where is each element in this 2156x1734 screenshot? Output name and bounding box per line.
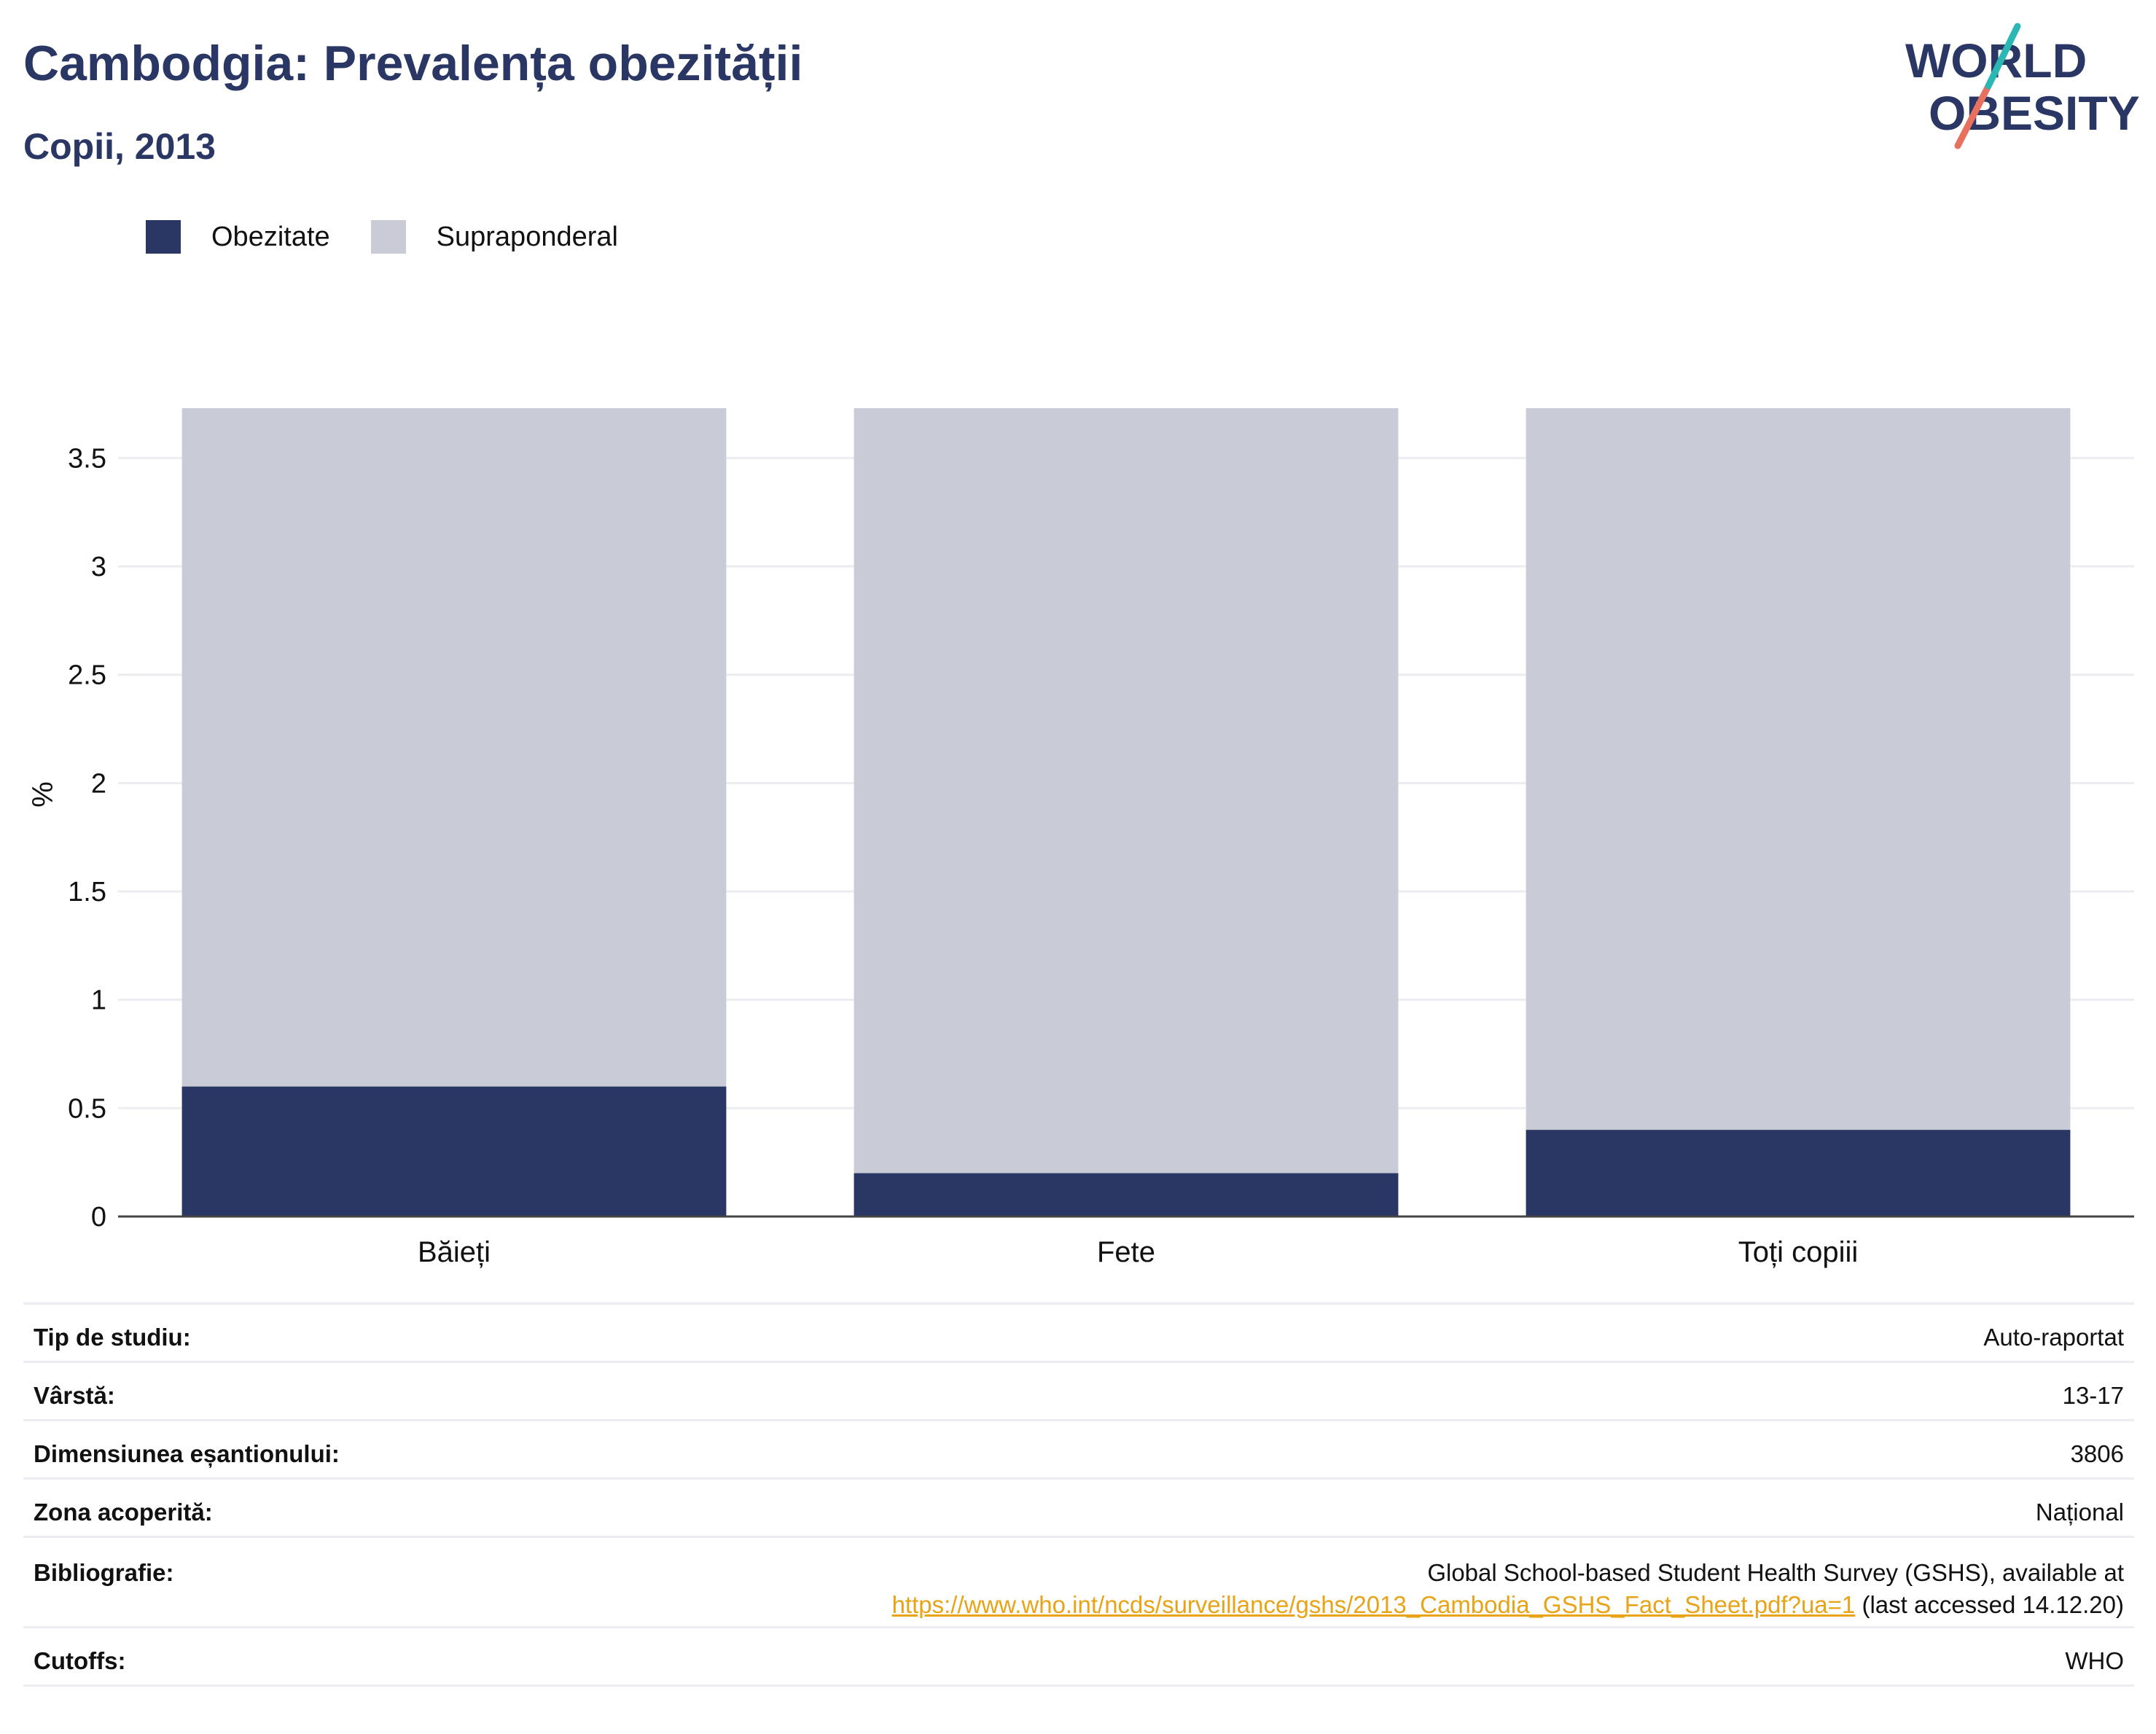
bar-supraponderal-2[interactable] <box>854 408 1399 1173</box>
bars <box>181 408 2071 1216</box>
logo-line1: WORLD <box>1905 34 2087 87</box>
info-key: Tip de studiu: <box>23 1303 460 1362</box>
legend-label-obezitate: Obezitate <box>211 221 330 252</box>
bibliography-text: Global School-based Student Health Surve… <box>1427 1559 2124 1586</box>
info-key: Dimensiunea eșantionului: <box>23 1419 460 1479</box>
legend-swatch-supraponderal <box>370 220 406 254</box>
info-value: Auto-raportat <box>459 1303 2134 1362</box>
y-tick-label: 1 <box>91 985 106 1016</box>
info-key: Vârstă: <box>23 1361 460 1421</box>
info-value: Global School-based Student Health Surve… <box>459 1536 2134 1628</box>
x-tick-labels: Băieți Fete Toți copiii <box>418 1236 1858 1268</box>
info-value: 13-17 <box>459 1361 2134 1421</box>
info-row-bibliography: Bibliografie: Global School-based Studen… <box>23 1536 2134 1628</box>
x-tick-label: Toți copiii <box>1738 1236 1859 1268</box>
study-info-table: Tip de studiu: Auto-raportat Vârstă: 13-… <box>23 1303 2134 1687</box>
y-tick-label: 1.5 <box>68 877 106 907</box>
info-row-area-covered: Zona acoperită: Național <box>23 1477 2134 1537</box>
x-tick-label: Băieți <box>418 1236 491 1268</box>
y-axis-label: % <box>27 781 59 808</box>
y-tick-label: 2.5 <box>68 660 106 691</box>
info-row-study-type: Tip de studiu: Auto-raportat <box>23 1303 2134 1362</box>
info-key: Bibliografie: <box>23 1536 460 1628</box>
info-value: Național <box>459 1477 2134 1537</box>
y-tick-label: 2 <box>91 768 106 799</box>
y-tick-label: 3.5 <box>68 443 106 474</box>
bibliography-link[interactable]: https://www.who.int/ncds/surveillance/gs… <box>891 1591 1856 1618</box>
info-row-sample-size: Dimensiunea eșantionului: 3806 <box>23 1419 2134 1479</box>
info-key: Cutoffs: <box>23 1626 460 1687</box>
bar-chart: 0 0.5 1 1.5 2 2.5 3 3.5 Băieți Fete Toți copiii % <box>27 408 2134 1268</box>
legend-item-supraponderal[interactable]: Supraponderal <box>370 220 618 254</box>
legend-swatch-obezitate <box>146 220 181 254</box>
info-key: Zona acoperită: <box>23 1477 460 1537</box>
bar-obezitate-1[interactable] <box>181 1086 727 1216</box>
info-value: 3806 <box>459 1419 2134 1479</box>
info-row-cutoffs: Cutoffs: WHO <box>23 1626 2134 1687</box>
info-value: WHO <box>459 1626 2134 1687</box>
bar-obezitate-2[interactable] <box>854 1173 1399 1216</box>
legend-item-obezitate[interactable]: Obezitate <box>146 220 330 254</box>
info-row-age: Vârstă: 13-17 <box>23 1361 2134 1421</box>
world-obesity-logo: WORLD OBESITY <box>1905 23 2140 149</box>
legend-label-supraponderal: Supraponderal <box>436 221 618 252</box>
y-tick-label: 0.5 <box>68 1093 106 1124</box>
x-tick-label: Fete <box>1097 1236 1155 1268</box>
bibliography-accessed: (last accessed 14.12.20) <box>1855 1591 2124 1618</box>
y-tick-labels: 0 0.5 1 1.5 2 2.5 3 3.5 <box>68 443 106 1233</box>
y-tick-label: 3 <box>91 552 106 582</box>
chart-subtitle: Copii, 2013 <box>23 126 216 167</box>
chart-title: Cambodgia: Prevalența obezității <box>23 36 803 91</box>
bar-supraponderal-1[interactable] <box>181 408 727 1087</box>
y-tick-label: 0 <box>91 1202 106 1233</box>
bar-supraponderal-3[interactable] <box>1526 408 2071 1130</box>
bar-obezitate-3[interactable] <box>1526 1130 2071 1216</box>
chart-legend: Obezitate Supraponderal <box>146 220 659 254</box>
